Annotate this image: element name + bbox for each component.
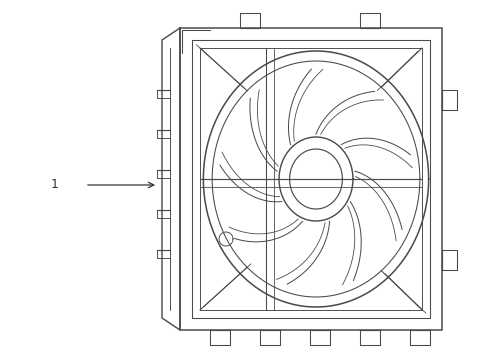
Text: 1: 1: [51, 179, 59, 192]
